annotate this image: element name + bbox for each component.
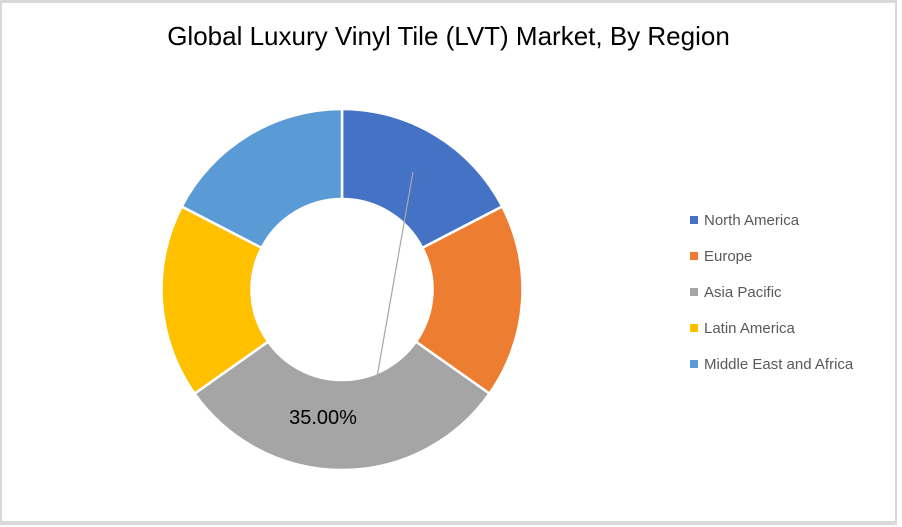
legend-item-middle-east-and-africa: Middle East and Africa [690,355,854,373]
chart-title: Global Luxury Vinyl Tile (LVT) Market, B… [167,21,730,51]
legend-marker-asia-pacific [690,288,698,296]
legend-label: Latin America [704,319,795,337]
legend: North America Europe Asia Pacific Latin Ame… [690,211,854,373]
legend-label: Europe [704,247,753,265]
leader-line [376,171,414,378]
legend-marker-latin-america [690,324,698,332]
legend-item-europe: Europe [690,247,853,265]
legend-item-latin-america: Latin America [690,319,853,337]
slice-latin-america [160,204,270,396]
legend-label: Middle East and Africa [704,355,854,373]
legend-label: Asia Pacific [704,283,782,301]
legend-item-asia-pacific: Asia Pacific [690,283,853,301]
slice-europe [414,204,524,396]
legend-marker-europe [690,252,698,260]
legend-marker-middle-east-and-africa [690,360,698,368]
legend-label: North America [704,211,800,229]
slice-north-america [340,107,504,250]
legend-item-north-america: North America [690,211,853,229]
slice-asia-pacific [192,339,492,472]
legend-marker-north-america [690,216,698,224]
data-label-asia-pacific: 35.00% [289,407,357,429]
slice-middle-east-and-africa [180,107,344,250]
